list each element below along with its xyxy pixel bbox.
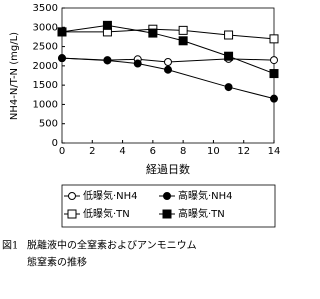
x-tick-label: 6	[150, 146, 156, 157]
series-line	[61, 24, 275, 75]
legend-marker	[163, 192, 171, 200]
y-tick-label: 3500	[33, 3, 58, 14]
y-tick-label: 500	[39, 119, 58, 130]
legend-label: 低曝気·NH4	[83, 189, 138, 202]
legend-marker	[68, 192, 76, 200]
chart: NH4-N/T-N (mg/L) 経過日数 図1 脱離液中の全窒素およびアンモニ…	[2, 3, 280, 269]
marker	[164, 65, 172, 74]
marker	[269, 34, 279, 44]
x-tick-label: 4	[119, 146, 125, 157]
y-axis-label: NH4-N/T-N (mg/L)	[9, 32, 20, 120]
marker	[164, 58, 172, 66]
x-tick-label: 2	[89, 146, 95, 157]
caption-line: 脱離液中の全窒素およびアンモニウム	[27, 239, 197, 252]
marker	[224, 51, 234, 61]
x-tick-label: 8	[180, 146, 186, 157]
marker	[178, 25, 188, 35]
legend-marker	[67, 209, 77, 219]
y-tick-label: 0	[52, 138, 58, 149]
marker	[133, 59, 142, 68]
caption-line: 態窒素の推移	[27, 256, 87, 269]
y-tick-label: 2000	[33, 61, 58, 72]
series-line	[62, 28, 275, 40]
marker	[148, 28, 158, 38]
marker	[270, 94, 278, 103]
figure-label: 図1	[2, 240, 18, 252]
y-tick-label: 1000	[33, 99, 58, 110]
marker	[103, 56, 112, 65]
plot-frame	[61, 7, 275, 144]
x-tick-label: 10	[207, 146, 220, 157]
x-tick-label: 0	[59, 146, 65, 157]
series-line	[61, 57, 275, 100]
x-tick-label: 12	[237, 146, 250, 157]
legend-box	[61, 184, 276, 228]
marker	[57, 27, 67, 37]
marker	[270, 56, 278, 65]
marker	[58, 54, 66, 63]
legend-label: 低曝気·TN	[83, 207, 130, 220]
marker	[178, 36, 188, 46]
marker	[224, 83, 233, 92]
legend-label: 高曝気·NH4	[178, 189, 233, 202]
y-tick-label: 3000	[33, 22, 58, 33]
legend-label: 高曝気·TN	[178, 207, 225, 220]
x-tick-label: 14	[268, 146, 280, 157]
marker	[269, 69, 279, 79]
y-tick-label: 1500	[33, 80, 58, 91]
marker	[102, 20, 112, 30]
legend-marker	[162, 209, 172, 219]
x-axis-label: 経過日数	[146, 163, 190, 176]
y-tick-label: 2500	[33, 42, 58, 53]
marker	[224, 30, 234, 40]
